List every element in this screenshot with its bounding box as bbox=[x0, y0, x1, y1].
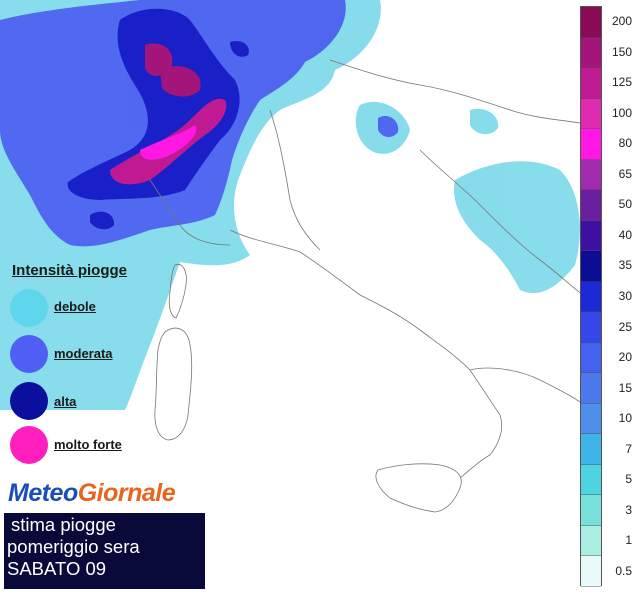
scale-swatch bbox=[581, 403, 601, 435]
scale-swatch bbox=[581, 251, 601, 282]
rainfall-color-scale bbox=[580, 6, 602, 587]
legend-title: Intensità piogge bbox=[12, 262, 128, 279]
scale-label: 125 bbox=[611, 75, 632, 90]
scale-swatch bbox=[581, 495, 601, 526]
scale-label: 100 bbox=[611, 105, 632, 120]
legend-label-moderata: moderata bbox=[54, 346, 113, 361]
legend-swatch-moderata bbox=[10, 335, 48, 373]
sicily-outline bbox=[375, 463, 462, 513]
legend-label-debole: debole bbox=[54, 299, 96, 314]
sardinia-outline bbox=[154, 327, 193, 441]
scale-label: 80 bbox=[618, 136, 632, 151]
scale-label: 40 bbox=[618, 227, 632, 242]
scale-swatch bbox=[581, 281, 601, 313]
legend-swatch-alta bbox=[10, 382, 48, 420]
scale-swatch bbox=[581, 98, 601, 130]
scale-swatch bbox=[581, 190, 601, 221]
scale-label: 50 bbox=[618, 197, 632, 212]
scale-label: 0.5 bbox=[615, 563, 632, 578]
scale-swatch bbox=[581, 342, 601, 374]
scale-label: 3 bbox=[625, 502, 632, 517]
scale-swatch bbox=[581, 556, 601, 587]
meteogiornale-logo: MeteoGiornale bbox=[8, 479, 176, 508]
forecast-caption-box: stima piogge pomeriggio sera SABATO 09 bbox=[4, 513, 205, 589]
scale-label: 200 bbox=[611, 14, 632, 29]
logo-word-giornale: Giornale bbox=[77, 479, 176, 507]
scale-swatch bbox=[581, 220, 601, 252]
legend-swatch-molto-forte bbox=[10, 426, 48, 464]
scale-label: 30 bbox=[618, 289, 632, 303]
scale-label: 5 bbox=[625, 472, 632, 487]
coastlines bbox=[149, 59, 591, 479]
scale-label: 15 bbox=[618, 380, 632, 395]
scale-swatch bbox=[581, 129, 601, 160]
logo-word-meteo: Meteo bbox=[8, 479, 78, 507]
caption-line-3: SABATO 09 bbox=[7, 558, 107, 579]
scale-swatch bbox=[581, 68, 601, 99]
scale-label: 1 bbox=[625, 533, 632, 548]
legend-swatch-debole bbox=[10, 289, 48, 327]
scale-label: 25 bbox=[618, 319, 632, 334]
scale-swatch bbox=[581, 373, 601, 404]
rain-area-very-strong bbox=[110, 43, 227, 185]
legend-label-alta: alta bbox=[54, 394, 77, 409]
scale-label: 150 bbox=[611, 44, 632, 59]
caption-line-2: pomeriggio sera bbox=[7, 536, 140, 557]
rain-area-high bbox=[67, 8, 249, 230]
scale-swatch bbox=[581, 159, 601, 191]
corsica-outline bbox=[168, 263, 187, 319]
scale-label: 10 bbox=[618, 411, 632, 426]
scale-label: 7 bbox=[625, 441, 632, 456]
legend-label-molto-forte: molto forte bbox=[54, 437, 122, 452]
scale-swatch bbox=[581, 312, 601, 343]
scale-swatch bbox=[581, 464, 601, 496]
scale-label: 20 bbox=[618, 350, 632, 365]
scale-label: 35 bbox=[618, 258, 632, 273]
rainfall-scale-labels: 200 150 125 100 80 65 50 40 35 30 25 20 15 10 7 5 3 1 0.5 bbox=[603, 6, 640, 586]
scale-swatch bbox=[581, 7, 601, 38]
scale-swatch bbox=[581, 434, 601, 465]
scale-swatch bbox=[581, 525, 601, 557]
scale-swatch bbox=[581, 37, 601, 69]
caption-line-1: stima piogge bbox=[11, 514, 116, 535]
scale-label: 65 bbox=[618, 166, 632, 181]
